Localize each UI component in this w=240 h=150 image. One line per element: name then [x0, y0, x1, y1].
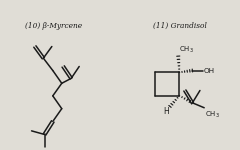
Text: (11) Grandisol: (11) Grandisol	[153, 22, 207, 30]
Text: CH$_3$: CH$_3$	[179, 45, 194, 55]
Text: H: H	[163, 107, 169, 116]
Text: OH: OH	[204, 68, 215, 74]
Text: (10) β-Myrcene: (10) β-Myrcene	[25, 22, 83, 30]
Text: CH$_3$: CH$_3$	[205, 110, 220, 120]
